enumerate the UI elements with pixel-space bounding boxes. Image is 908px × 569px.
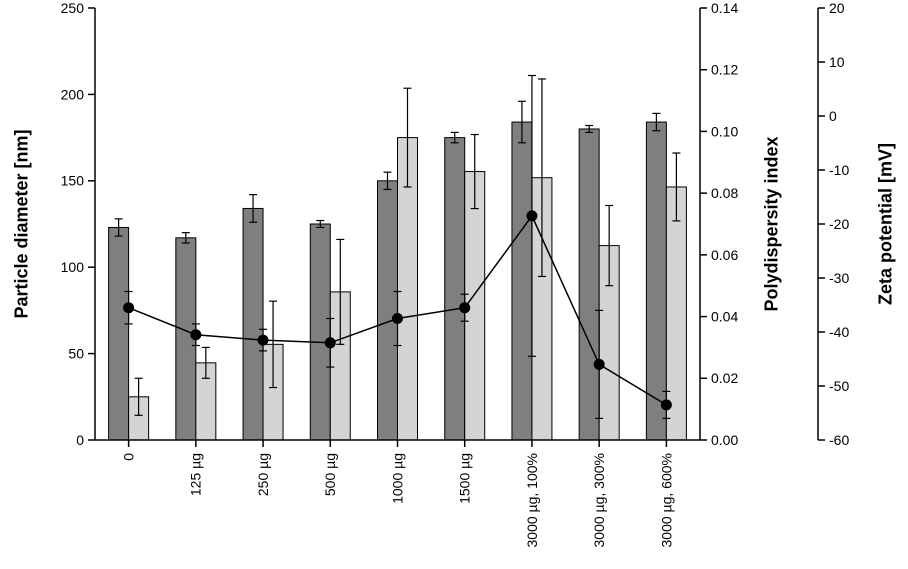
zeta-point <box>660 399 672 411</box>
particle-diameter-bar <box>242 207 264 441</box>
particle-diameter-bar <box>377 180 398 441</box>
x-tick-label: 500 µg <box>322 453 338 496</box>
zeta-point <box>123 302 135 314</box>
zeta-tick-label: -20 <box>829 216 849 232</box>
zeta-tick-label: 20 <box>829 0 845 16</box>
zeta-tick-label: 10 <box>829 54 845 70</box>
zeta-tick-label: -40 <box>829 324 849 340</box>
pdi-tick-label: 0.06 <box>711 247 738 263</box>
zeta-point <box>324 337 336 349</box>
left-tick-label: 0 <box>76 432 84 448</box>
particle-diameter-bar <box>511 121 533 441</box>
pdi-tick-label: 0.02 <box>711 370 738 386</box>
zeta-tick-label: -10 <box>829 162 849 178</box>
pdi-tick-label: 0.12 <box>711 62 738 78</box>
left-tick-label: 250 <box>61 0 85 16</box>
zeta-point <box>257 334 269 346</box>
left-tick-label: 50 <box>68 346 84 362</box>
zeta-point <box>392 313 403 324</box>
left-tick-label: 150 <box>61 173 85 189</box>
zeta-point <box>459 302 471 314</box>
x-tick-label: 0 <box>121 453 137 461</box>
particle-diameter-bar <box>108 226 130 441</box>
pdi-tick-label: 0.10 <box>711 123 738 139</box>
zeta-point <box>593 358 605 370</box>
zeta-point <box>190 329 202 341</box>
x-tick-label: 250 µg <box>255 453 271 496</box>
zeta-tick-label: -60 <box>829 432 849 448</box>
zeta-tick-label: 0 <box>829 108 837 124</box>
zeta-tick-label: -30 <box>829 270 849 286</box>
left-tick-label: 100 <box>61 259 85 275</box>
particle-diameter-bar <box>578 128 600 441</box>
x-tick-label: 3000 µg, 600% <box>658 453 674 547</box>
particle-diameter-bar <box>645 121 667 441</box>
particle-diameter-bar <box>444 137 466 441</box>
x-tick-label: 3000 µg, 300% <box>591 453 607 547</box>
pdi-tick-label: 0.08 <box>711 185 738 201</box>
pdi-tick-label: 0.14 <box>711 0 738 16</box>
pdi-tick-label: 0.04 <box>711 308 738 324</box>
x-tick-label: 125 µg <box>188 453 204 496</box>
zeta-point <box>526 210 538 222</box>
x-tick-label: 3000 µg, 100% <box>524 453 540 547</box>
pdi-tick-label: 0.00 <box>711 432 738 448</box>
particle-diameter-bar <box>309 223 331 441</box>
x-tick-label: 1500 µg <box>457 453 473 504</box>
x-tick-label: 1000 µg <box>389 453 405 504</box>
left-tick-label: 200 <box>61 86 85 102</box>
zeta-tick-label: -50 <box>829 378 849 394</box>
